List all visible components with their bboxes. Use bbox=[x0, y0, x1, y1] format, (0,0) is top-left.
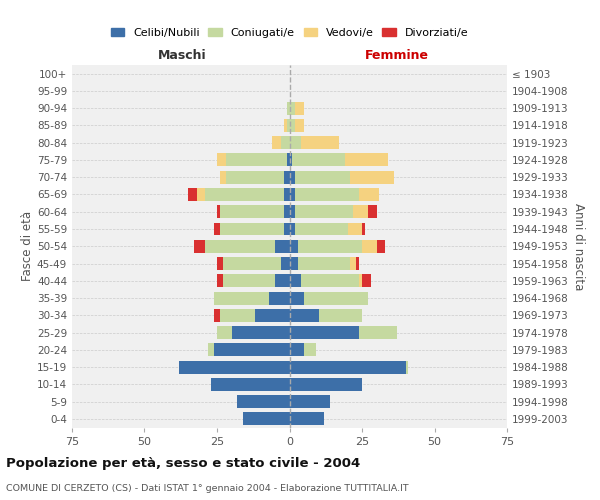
Bar bbox=[290, 206, 295, 218]
Text: COMUNE DI CERZETO (CS) - Dati ISTAT 1° gennaio 2004 - Elaborazione TUTTITALIA.IT: COMUNE DI CERZETO (CS) - Dati ISTAT 1° g… bbox=[6, 484, 409, 493]
Bar bbox=[275, 274, 290, 287]
Bar bbox=[344, 154, 388, 166]
Bar bbox=[347, 222, 362, 235]
Bar bbox=[243, 412, 290, 426]
Bar bbox=[298, 240, 362, 252]
Bar bbox=[290, 222, 295, 235]
Bar bbox=[301, 136, 339, 149]
Bar bbox=[290, 154, 292, 166]
Bar bbox=[359, 274, 362, 287]
Bar bbox=[217, 326, 232, 339]
Bar bbox=[284, 206, 290, 218]
Bar bbox=[290, 136, 301, 149]
Bar bbox=[290, 240, 298, 252]
Bar bbox=[284, 188, 290, 201]
Bar bbox=[290, 292, 304, 304]
Bar bbox=[295, 206, 353, 218]
Text: Popolazione per età, sesso e stato civile - 2004: Popolazione per età, sesso e stato civil… bbox=[6, 458, 360, 470]
Bar bbox=[362, 222, 365, 235]
Bar bbox=[295, 170, 350, 183]
Bar bbox=[295, 102, 304, 114]
Bar bbox=[220, 309, 254, 322]
Bar bbox=[290, 119, 295, 132]
Bar bbox=[406, 360, 409, 374]
Bar bbox=[298, 257, 350, 270]
Bar bbox=[359, 326, 397, 339]
Bar bbox=[272, 136, 281, 149]
Bar bbox=[290, 309, 319, 322]
Bar bbox=[284, 222, 290, 235]
Bar bbox=[217, 206, 220, 218]
Bar bbox=[304, 344, 316, 356]
Bar bbox=[290, 274, 301, 287]
Bar bbox=[287, 154, 290, 166]
Bar bbox=[211, 378, 290, 391]
Bar bbox=[301, 274, 359, 287]
Bar bbox=[220, 222, 284, 235]
Y-axis label: Fasce di età: Fasce di età bbox=[21, 211, 34, 282]
Bar bbox=[281, 257, 290, 270]
Bar bbox=[217, 274, 223, 287]
Bar bbox=[290, 257, 298, 270]
Bar bbox=[284, 119, 287, 132]
Bar bbox=[290, 344, 304, 356]
Bar bbox=[220, 206, 284, 218]
Bar bbox=[205, 240, 275, 252]
Bar bbox=[269, 292, 290, 304]
Bar bbox=[254, 309, 290, 322]
Bar bbox=[295, 188, 359, 201]
Bar bbox=[223, 257, 281, 270]
Bar bbox=[220, 170, 226, 183]
Bar bbox=[179, 360, 290, 374]
Bar bbox=[290, 170, 295, 183]
Bar bbox=[226, 170, 284, 183]
Bar bbox=[353, 206, 368, 218]
Bar bbox=[223, 274, 275, 287]
Bar bbox=[281, 136, 290, 149]
Bar bbox=[359, 188, 379, 201]
Bar bbox=[287, 102, 290, 114]
Bar bbox=[214, 292, 269, 304]
Bar bbox=[377, 240, 385, 252]
Bar bbox=[290, 412, 325, 426]
Bar bbox=[217, 154, 226, 166]
Bar bbox=[295, 119, 304, 132]
Bar bbox=[290, 188, 295, 201]
Bar bbox=[284, 170, 290, 183]
Text: Maschi: Maschi bbox=[158, 48, 206, 62]
Bar bbox=[226, 154, 287, 166]
Bar bbox=[362, 274, 371, 287]
Bar bbox=[188, 188, 197, 201]
Bar bbox=[275, 240, 290, 252]
Bar bbox=[356, 257, 359, 270]
Bar bbox=[304, 292, 368, 304]
Bar bbox=[208, 344, 214, 356]
Bar bbox=[197, 188, 205, 201]
Bar bbox=[290, 360, 406, 374]
Bar bbox=[350, 170, 394, 183]
Bar bbox=[232, 326, 290, 339]
Bar bbox=[214, 309, 220, 322]
Bar bbox=[290, 326, 359, 339]
Bar bbox=[350, 257, 356, 270]
Bar bbox=[290, 102, 295, 114]
Text: Femmine: Femmine bbox=[365, 48, 429, 62]
Bar bbox=[217, 257, 223, 270]
Bar bbox=[295, 222, 347, 235]
Bar bbox=[290, 395, 330, 408]
Y-axis label: Anni di nascita: Anni di nascita bbox=[572, 202, 585, 290]
Legend: Celibi/Nubili, Coniugati/e, Vedovi/e, Divorziati/e: Celibi/Nubili, Coniugati/e, Vedovi/e, Di… bbox=[106, 24, 473, 42]
Bar bbox=[368, 206, 377, 218]
Bar bbox=[194, 240, 205, 252]
Bar bbox=[238, 395, 290, 408]
Bar bbox=[290, 378, 362, 391]
Bar bbox=[292, 154, 344, 166]
Bar bbox=[319, 309, 362, 322]
Bar bbox=[362, 240, 377, 252]
Bar bbox=[214, 222, 220, 235]
Bar bbox=[287, 119, 290, 132]
Bar bbox=[214, 344, 290, 356]
Bar bbox=[205, 188, 284, 201]
